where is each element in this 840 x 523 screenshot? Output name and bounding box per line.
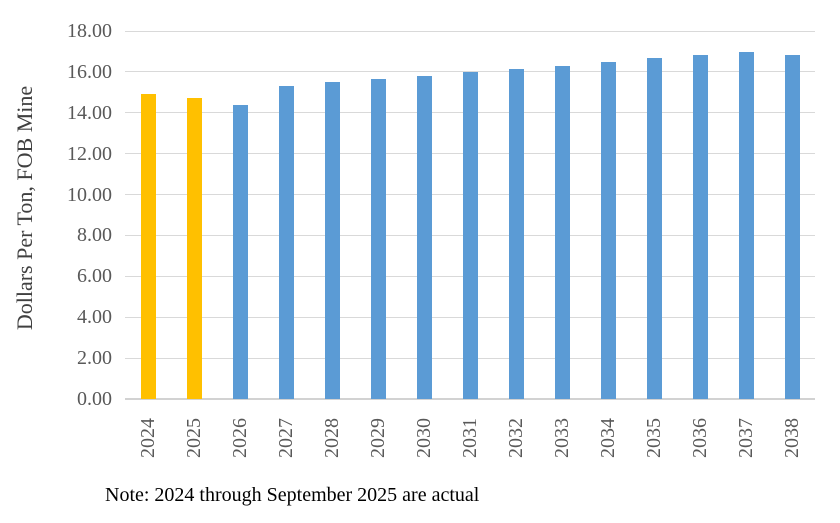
y-tick-label: 6.00 — [77, 265, 112, 288]
y-tick-label: 10.00 — [67, 183, 112, 206]
x-axis-line — [125, 398, 815, 400]
bar-2038 — [784, 55, 800, 399]
x-tick-label: 2029 — [367, 418, 389, 458]
bar-2029 — [370, 78, 386, 399]
bar-2025 — [186, 98, 202, 399]
x-tick-label: 2036 — [689, 418, 711, 458]
bar-2032 — [508, 68, 524, 399]
x-tick-label: 2026 — [229, 418, 251, 458]
x-tick-label: 2027 — [275, 418, 297, 458]
bar-2034 — [600, 61, 616, 399]
bar-2028 — [324, 82, 340, 399]
y-tick-label: 8.00 — [77, 224, 112, 247]
x-tick-label: 2033 — [551, 418, 573, 458]
x-tick-label: 2034 — [597, 418, 619, 458]
y-tick-label: 18.00 — [67, 20, 112, 42]
y-tick-label: 12.00 — [67, 142, 112, 165]
x-tick-label: 2035 — [643, 418, 665, 458]
bar-2035 — [646, 57, 662, 399]
x-tick-label: 2031 — [459, 418, 481, 458]
y-tick-label: 0.00 — [77, 388, 112, 410]
x-tick-label: 2028 — [321, 418, 343, 458]
note-text: Note: 2024 through September 2025 are ac… — [105, 484, 480, 506]
gridline — [125, 30, 815, 32]
y-tick-label: 2.00 — [77, 347, 112, 370]
bar-2026 — [232, 104, 248, 399]
y-tick-label: 4.00 — [77, 306, 112, 329]
bar-2031 — [462, 72, 478, 399]
x-tick-label: 2024 — [137, 418, 159, 458]
y-tick-label: 14.00 — [67, 101, 112, 124]
bar-2033 — [554, 65, 570, 399]
gridline — [125, 71, 815, 73]
x-tick-label: 2038 — [781, 418, 803, 458]
bar-2037 — [738, 51, 754, 399]
bar-2030 — [416, 75, 432, 399]
bar-2024 — [140, 94, 156, 399]
x-tick-label: 2030 — [413, 418, 435, 458]
x-tick-label: 2032 — [505, 418, 527, 458]
y-tick-label: 16.00 — [67, 60, 112, 83]
bar-2036 — [692, 54, 708, 399]
x-tick-label: 2037 — [735, 418, 757, 458]
x-tick-label: 2025 — [183, 418, 205, 458]
bar-2027 — [278, 85, 294, 399]
